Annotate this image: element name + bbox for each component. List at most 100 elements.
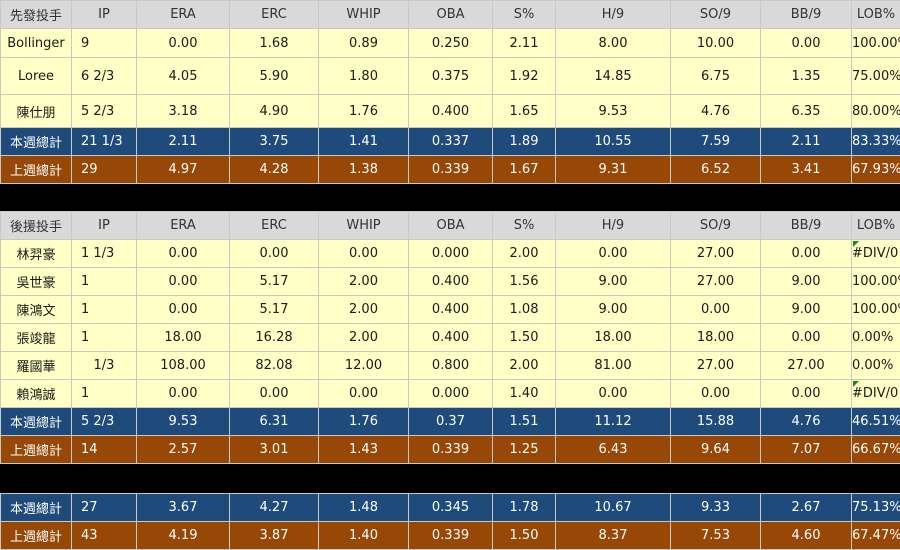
stat-oba: 0.400 — [409, 95, 493, 128]
stat-lob: #DIV/0! — [852, 240, 900, 268]
column-header-whip: WHIP — [319, 1, 409, 29]
stat-whip: 1.76 — [319, 408, 409, 436]
stat-h9: 9.00 — [556, 268, 671, 296]
column-header-oba: OBA — [409, 1, 493, 29]
stat-oba: 0.800 — [409, 352, 493, 380]
stat-s: 1.89 — [493, 128, 556, 156]
stat-h9: 14.85 — [556, 58, 671, 95]
pitcher-name: 陳鴻文 — [1, 296, 72, 324]
stat-era: 2.11 — [137, 128, 230, 156]
stat-s: 1.51 — [493, 408, 556, 436]
stat-era: 4.97 — [137, 156, 230, 184]
stat-lob: 0.00% — [852, 352, 900, 380]
stat-ip: 1 — [72, 324, 137, 352]
stat-lob: 100.00% — [852, 29, 900, 58]
stat-s: 1.78 — [493, 494, 556, 522]
stat-h9: 11.12 — [556, 408, 671, 436]
stat-whip: 1.80 — [319, 58, 409, 95]
stat-so9: 27.00 — [671, 268, 761, 296]
stat-s: 1.92 — [493, 58, 556, 95]
column-header-erc: ERC — [230, 1, 319, 29]
stat-whip: 0.89 — [319, 29, 409, 58]
stat-era: 0.00 — [137, 296, 230, 324]
stat-bb9: 0.00 — [761, 240, 852, 268]
stat-s: 1.67 — [493, 156, 556, 184]
stat-h9: 10.55 — [556, 128, 671, 156]
stat-erc: 5.17 — [230, 296, 319, 324]
stat-oba: 0.400 — [409, 268, 493, 296]
section-gap — [1, 184, 900, 212]
stat-ip: 6 2/3 — [72, 58, 137, 95]
column-header-ip: IP — [72, 212, 137, 240]
section-gap — [1, 464, 900, 494]
stat-ip: 1 1/3 — [72, 240, 137, 268]
stat-oba: 0.337 — [409, 128, 493, 156]
stat-bb9: 9.00 — [761, 268, 852, 296]
stat-era: 4.19 — [137, 522, 230, 550]
stat-ip: 27 — [72, 494, 137, 522]
stat-lob: 66.67% — [852, 436, 900, 464]
stat-s: 1.50 — [493, 324, 556, 352]
stat-era: 2.57 — [137, 436, 230, 464]
stat-so9: 15.88 — [671, 408, 761, 436]
stat-bb9: 9.00 — [761, 296, 852, 324]
stat-bb9: 0.00 — [761, 380, 852, 408]
stat-bb9: 2.11 — [761, 128, 852, 156]
stat-bb9: 4.60 — [761, 522, 852, 550]
stat-so9: 0.00 — [671, 380, 761, 408]
pitcher-name: 陳仕朋 — [1, 95, 72, 128]
stat-whip: 2.00 — [319, 324, 409, 352]
stat-erc: 4.27 — [230, 494, 319, 522]
section-header: 後援投手 — [1, 212, 72, 240]
stat-whip: 1.48 — [319, 494, 409, 522]
stat-bb9: 3.41 — [761, 156, 852, 184]
stat-whip: 0.00 — [319, 380, 409, 408]
total-label: 本週總計 — [1, 128, 72, 156]
stat-erc: 0.00 — [230, 380, 319, 408]
stat-so9: 9.64 — [671, 436, 761, 464]
stat-lob: 75.00% — [852, 58, 900, 95]
stat-bb9: 7.07 — [761, 436, 852, 464]
stat-lob: #DIV/0! — [852, 380, 900, 408]
stat-ip: 5 2/3 — [72, 95, 137, 128]
stat-s: 1.65 — [493, 95, 556, 128]
stat-erc: 1.68 — [230, 29, 319, 58]
stat-so9: 27.00 — [671, 352, 761, 380]
stat-whip: 2.00 — [319, 296, 409, 324]
stat-lob-value: #DIV/0! — [852, 246, 900, 261]
pitcher-name: 賴鴻誠 — [1, 380, 72, 408]
stat-erc: 6.31 — [230, 408, 319, 436]
total-label: 本週總計 — [1, 408, 72, 436]
stat-oba: 0.400 — [409, 324, 493, 352]
stat-bb9: 4.76 — [761, 408, 852, 436]
stat-lob: 83.33% — [852, 128, 900, 156]
stat-era: 3.67 — [137, 494, 230, 522]
stat-s: 2.11 — [493, 29, 556, 58]
comment-flag-icon — [853, 381, 859, 387]
total-label: 上週總計 — [1, 522, 72, 550]
stat-ip: 1 — [72, 268, 137, 296]
stat-so9: 0.00 — [671, 296, 761, 324]
stat-erc: 5.17 — [230, 268, 319, 296]
column-header-so9: SO/9 — [671, 1, 761, 29]
stat-oba: 0.345 — [409, 494, 493, 522]
column-header-s: S% — [493, 212, 556, 240]
total-label: 上週總計 — [1, 436, 72, 464]
stat-oba: 0.375 — [409, 58, 493, 95]
stat-s: 2.00 — [493, 240, 556, 268]
stat-erc: 5.90 — [230, 58, 319, 95]
stat-era: 0.00 — [137, 240, 230, 268]
column-header-bb9: BB/9 — [761, 212, 852, 240]
